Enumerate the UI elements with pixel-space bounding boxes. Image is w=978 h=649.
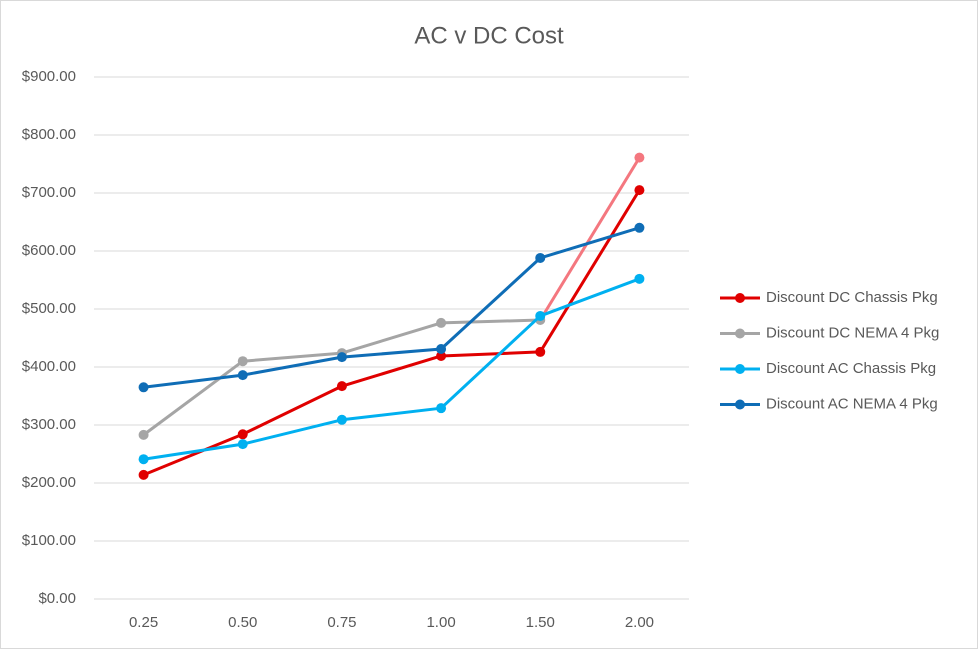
data-point	[237, 370, 248, 381]
y-tick-label: $200.00	[22, 474, 76, 491]
data-point	[634, 185, 645, 196]
y-tick-label: $0.00	[38, 590, 76, 607]
data-point	[336, 381, 347, 392]
legend-label: Discount DC NEMA 4 Pkg	[766, 324, 939, 341]
y-tick-label: $500.00	[22, 300, 76, 317]
data-point	[535, 310, 546, 321]
data-point	[634, 222, 645, 233]
data-point	[237, 356, 248, 367]
legend-label: Discount AC Chassis Pkg	[766, 360, 936, 377]
x-tick-label: 0.25	[129, 614, 158, 631]
data-point	[336, 414, 347, 425]
y-tick-label: $300.00	[22, 416, 76, 433]
legend-label: Discount DC Chassis Pkg	[766, 289, 938, 306]
series-line	[142, 188, 641, 477]
x-tick-label: 1.50	[526, 614, 555, 631]
data-point	[436, 403, 447, 414]
legend-marker	[735, 364, 745, 374]
chart-title: AC v DC Cost	[414, 22, 564, 49]
series-line	[142, 226, 641, 389]
y-tick-label: $400.00	[22, 358, 76, 375]
data-point	[436, 344, 447, 355]
x-tick-label: 0.50	[228, 614, 257, 631]
data-point	[138, 429, 149, 440]
legend-label: Discount AC NEMA 4 Pkg	[766, 395, 938, 412]
y-tick-label: $100.00	[22, 532, 76, 549]
series-segment	[538, 156, 641, 322]
legend-marker	[735, 328, 745, 339]
x-tick-label: 0.75	[327, 614, 356, 631]
data-point	[634, 152, 645, 163]
series-line	[142, 277, 641, 461]
data-point	[138, 454, 149, 465]
y-tick-label: $600.00	[22, 242, 76, 259]
y-tick-label: $700.00	[22, 184, 76, 201]
y-tick-label: $900.00	[22, 68, 76, 85]
y-tick-label: $800.00	[22, 126, 76, 143]
data-point	[436, 350, 447, 361]
data-point	[237, 429, 248, 440]
data-point	[138, 382, 149, 393]
legend-marker	[735, 399, 745, 410]
data-point	[436, 317, 447, 328]
data-point	[535, 346, 546, 357]
x-tick-label: 1.00	[426, 614, 455, 631]
data-point	[138, 469, 149, 480]
data-point	[535, 252, 546, 263]
data-point	[336, 352, 347, 363]
data-point	[237, 439, 248, 450]
data-point	[634, 273, 645, 284]
x-tick-label: 2.00	[625, 614, 654, 631]
legend-marker	[735, 293, 745, 303]
